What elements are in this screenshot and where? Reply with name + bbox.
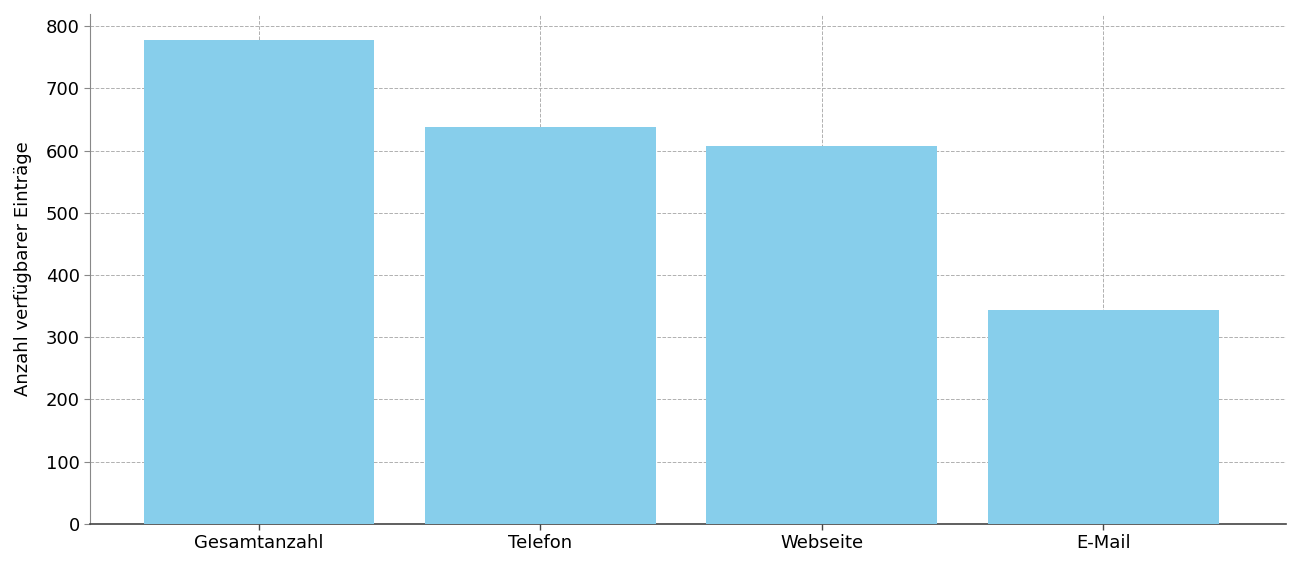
Bar (988, 310, 1218, 524)
Bar (706, 145, 937, 524)
Bar (144, 40, 374, 524)
Bar (425, 127, 655, 524)
Y-axis label: Anzahl verfügbarer Einträge: Anzahl verfügbarer Einträge (14, 142, 32, 396)
